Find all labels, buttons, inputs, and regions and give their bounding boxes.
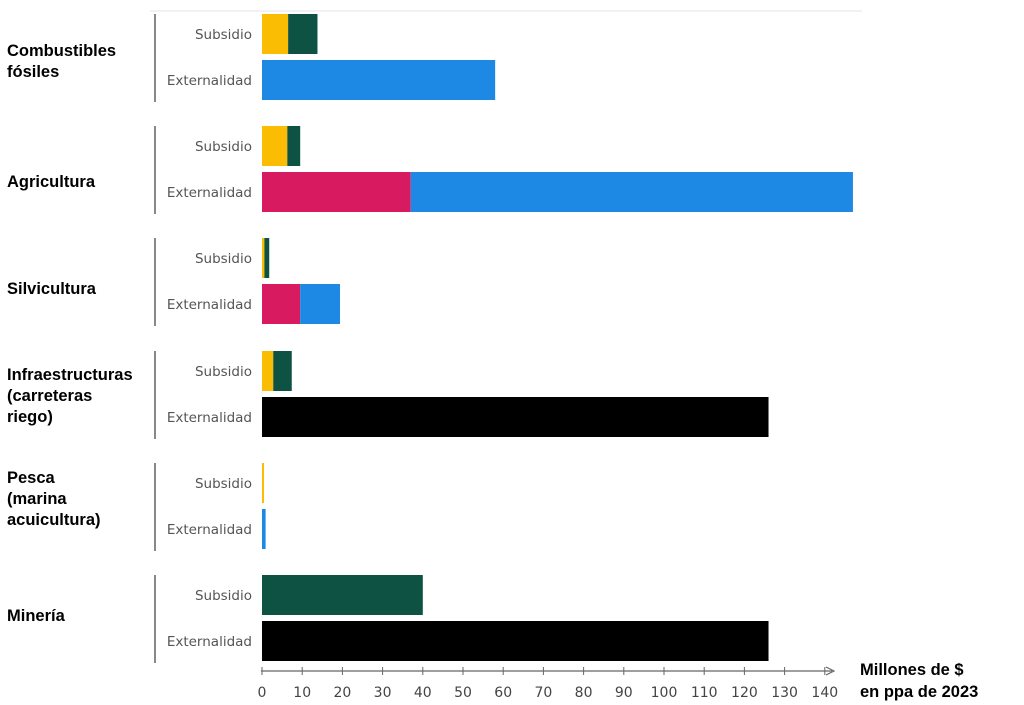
x-tick-label: 130 — [771, 685, 798, 701]
subsidy-row-label: Subsidio — [195, 476, 252, 492]
subsidy-row-label: Subsidio — [195, 27, 252, 43]
bar-externality-5-1 — [262, 509, 266, 549]
sector-label: Combustibles fósiles — [7, 42, 117, 81]
bar-subsidy-5-1 — [262, 463, 265, 503]
x-axis-unit-label: Millones de $ en ppa de 2023 — [860, 661, 979, 701]
x-axis-ticks: 0 10 20 30 40 50 60 70 80 90 100 110 120 130 140 — [258, 667, 838, 701]
sector-label: Agricultura — [7, 173, 96, 191]
bar-externality-2-2 — [410, 172, 853, 212]
externality-row-label: Externalidad — [167, 185, 252, 201]
bar-subsidy-4-1 — [262, 351, 274, 391]
sector-label: Minería — [7, 607, 65, 625]
bar-externality-3-1 — [262, 284, 301, 324]
subsidy-row-label: Subsidio — [195, 251, 252, 267]
bar-subsidy-6-1 — [262, 575, 423, 615]
subsidy-row-label: Subsidio — [195, 139, 252, 155]
x-tick-label: 140 — [811, 685, 838, 701]
sector-label: Silvicultura — [7, 280, 96, 298]
x-tick-label: 60 — [494, 685, 512, 701]
externality-row-label: Externalidad — [167, 73, 252, 89]
x-tick-label: 50 — [454, 685, 472, 701]
bar-subsidy-4-2 — [273, 351, 292, 391]
bar-subsidy-1-1 — [262, 14, 289, 54]
row-labels: Subsidio Externalidad Subsidio Externalidad… — [167, 27, 252, 650]
subsidy-row-label: Subsidio — [195, 588, 252, 604]
x-tick-label: 10 — [293, 685, 311, 701]
bar-subsidy-3-1 — [262, 238, 265, 278]
externality-row-label: Externalidad — [167, 297, 252, 313]
bar-marks — [262, 14, 853, 661]
x-tick-label: 90 — [615, 685, 633, 701]
x-tick-label: 120 — [731, 685, 758, 701]
externality-row-label: Externalidad — [167, 634, 252, 650]
bar-subsidy-3-2 — [264, 238, 270, 278]
sector-label: Pesca (marina acuicultura) — [7, 469, 101, 529]
bar-externality-1-1 — [262, 60, 496, 100]
x-tick-label: 110 — [691, 685, 718, 701]
sector-label: Infraestructuras (carreteras riego) — [7, 366, 133, 426]
bar-externality-2-1 — [262, 172, 411, 212]
bar-subsidy-2-2 — [287, 126, 301, 166]
x-tick-label: 20 — [333, 685, 351, 701]
x-tick-label: 30 — [374, 685, 392, 701]
x-axis — [261, 666, 836, 676]
externality-row-label: Externalidad — [167, 410, 252, 426]
externality-row-label: Externalidad — [167, 522, 252, 538]
bar-subsidy-1-2 — [288, 14, 318, 54]
bar-externality-3-2 — [300, 284, 340, 324]
bar-subsidy-2-1 — [262, 126, 288, 166]
bar-externality-6-1 — [262, 621, 769, 661]
x-tick-label: 40 — [414, 685, 432, 701]
x-tick-label: 80 — [575, 685, 593, 701]
x-axis-arrow-icon — [825, 666, 836, 676]
x-tick-label: 100 — [651, 685, 678, 701]
x-tick-label: 0 — [258, 685, 267, 701]
x-tick-label: 70 — [534, 685, 552, 701]
subsidy-row-label: Subsidio — [195, 364, 252, 380]
bar-externality-4-1 — [262, 397, 769, 437]
